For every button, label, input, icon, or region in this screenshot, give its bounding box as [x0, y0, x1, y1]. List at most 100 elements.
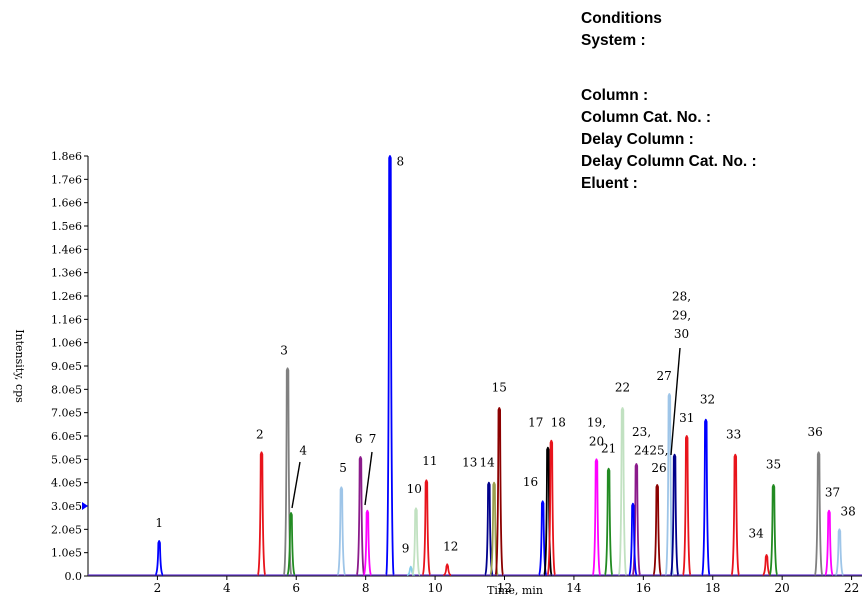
y-tick-label: 1.0e6: [51, 337, 82, 350]
chromatogram-peak: [768, 484, 779, 576]
peak-label: 24: [634, 444, 650, 458]
chromatogram-peak: [631, 463, 642, 576]
column-label: Column :: [581, 87, 649, 104]
chromatogram-peak: [286, 512, 296, 576]
chromatogram-peak: [421, 479, 432, 576]
y-tick-label: 2.0e5: [51, 523, 82, 536]
chromatogram-peak: [834, 528, 845, 576]
y-tick-label: 1.7e6: [51, 173, 82, 186]
chromatogram-peak: [355, 456, 366, 576]
peak-label: 34: [748, 527, 764, 541]
y-tick-label: 1.1e6: [51, 313, 82, 326]
chromatogram-peak: [628, 502, 638, 576]
peak-label: 10: [407, 482, 422, 496]
x-tick-label: 14: [566, 581, 582, 595]
peak-label: 13: [462, 455, 477, 469]
peak-label: 35: [766, 458, 781, 472]
y-tick-label: 4.0e5: [51, 477, 82, 490]
column-cat-label: Column Cat. No. :: [581, 109, 712, 126]
x-tick-label: 22: [844, 581, 859, 595]
peak-label: 21: [601, 441, 616, 455]
chromatogram-peak: [603, 467, 614, 576]
x-tick-label: 18: [705, 581, 720, 595]
chromatogram-peak: [664, 393, 675, 576]
y-tick-label: 6.0e5: [51, 430, 82, 443]
conditions-title: Conditions: [581, 10, 662, 27]
peak-label: 37: [825, 486, 840, 500]
peak-label: 14: [480, 455, 496, 469]
peak-label: 27: [657, 369, 672, 383]
peak-label: 15: [492, 381, 507, 395]
y-tick-label: 1.3e6: [51, 267, 82, 280]
x-tick-label: 10: [427, 581, 442, 595]
peak-label: 12: [443, 539, 458, 553]
chromatogram-peak: [669, 453, 680, 576]
system-label: System :: [581, 32, 646, 49]
delay-column-cat-label: Delay Column Cat. No. :: [581, 153, 757, 170]
peak-label: 25,: [649, 444, 668, 458]
y-axis-marker: [82, 502, 88, 510]
y-tick-label: 1.5e6: [51, 220, 82, 233]
chromatogram-peak: [701, 418, 711, 576]
chromatogram-peak: [362, 509, 373, 576]
peak-label: 26: [651, 461, 666, 475]
y-tick-label: 1.8e6: [51, 150, 82, 163]
peak-label: 16: [523, 475, 538, 489]
y-tick-label: 0.0: [65, 570, 83, 583]
chromatogram-peak: [385, 155, 395, 576]
label-4-pointer: [291, 461, 301, 509]
chromatogram-peak: [494, 407, 504, 576]
peak-label: 4: [299, 444, 307, 458]
x-tick-label: 12: [497, 581, 512, 595]
chromatogram-peak: [443, 563, 452, 576]
y-tick-label: 1.6e6: [51, 197, 82, 210]
x-axis-title: Time, min: [487, 584, 543, 597]
peak-label: 22: [615, 381, 630, 395]
x-tick-label: 8: [362, 581, 370, 595]
chromatogram-peak: [546, 439, 557, 576]
chromatogram-peak: [543, 446, 553, 576]
chromatogram-peak: [256, 451, 267, 576]
y-tick-label: 5.0e5: [51, 453, 82, 466]
y-tick-label: 1.2e6: [51, 290, 82, 303]
y-axis-title: Intensity, cps: [13, 329, 26, 403]
peak-label: 7: [369, 432, 377, 446]
peak-label: 5: [339, 461, 347, 475]
chromatogram-peak: [730, 453, 741, 576]
x-tick-label: 20: [775, 581, 790, 595]
chromatogram-peak: [154, 540, 164, 576]
peak-label: 29,: [672, 308, 691, 322]
chromatogram-peak: [591, 458, 602, 576]
peak-label: 33: [726, 427, 741, 441]
chromatogram-peak: [411, 507, 421, 576]
eluent-label: Eluent :: [581, 175, 638, 192]
peak-label: 6: [355, 432, 363, 446]
y-tick-label: 8.0e5: [51, 383, 82, 396]
peak-label: 31: [679, 411, 694, 425]
peak-label: 36: [808, 425, 823, 439]
peak-label: 30: [674, 327, 689, 341]
x-tick-label: 2: [154, 581, 162, 595]
x-tick-label: 6: [292, 581, 300, 595]
peak-label: 20: [589, 434, 604, 448]
peak-label: 28,: [672, 290, 691, 304]
peak-label: 18: [551, 416, 566, 430]
peak-label: 38: [840, 504, 855, 518]
y-tick-label: 1.0e5: [51, 547, 82, 560]
peak-label: 11: [422, 454, 437, 468]
delay-column-label: Delay Column :: [581, 131, 694, 148]
chromatogram-peak: [617, 407, 628, 576]
chromatogram-peak: [813, 451, 824, 576]
chromatogram-peak: [652, 484, 662, 576]
label-7-pointer: [364, 451, 373, 506]
peak-label: 23,: [632, 425, 651, 439]
y-tick-label: 3.0e5: [51, 500, 82, 513]
chromatogram-peak: [336, 486, 347, 576]
label-28-pointer: [670, 347, 681, 456]
peak-label: 8: [397, 154, 405, 168]
peak-label: 32: [700, 392, 715, 406]
peak-label: 1: [155, 516, 163, 530]
y-tick-label: 1.4e6: [51, 243, 82, 256]
chromatogram-peak: [682, 435, 692, 576]
